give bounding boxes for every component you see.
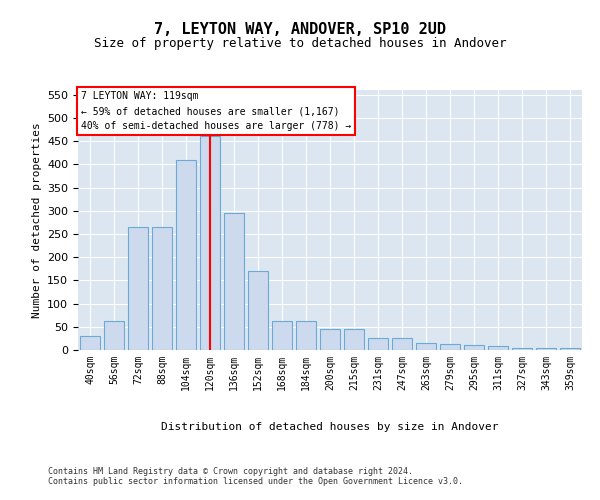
Bar xyxy=(128,227,148,350)
Bar xyxy=(152,227,172,350)
Bar xyxy=(344,329,364,350)
Bar xyxy=(488,346,508,350)
Text: Size of property relative to detached houses in Andover: Size of property relative to detached ho… xyxy=(94,38,506,51)
Bar xyxy=(440,344,460,350)
Bar xyxy=(512,348,532,350)
Bar xyxy=(536,348,556,350)
Text: Distribution of detached houses by size in Andover: Distribution of detached houses by size … xyxy=(161,422,499,432)
Bar xyxy=(200,136,220,350)
Bar xyxy=(368,338,388,350)
Bar xyxy=(80,336,100,350)
Bar xyxy=(272,321,292,350)
Bar xyxy=(560,348,580,350)
Text: Contains public sector information licensed under the Open Government Licence v3: Contains public sector information licen… xyxy=(48,478,463,486)
Text: 7 LEYTON WAY: 119sqm
← 59% of detached houses are smaller (1,167)
40% of semi-de: 7 LEYTON WAY: 119sqm ← 59% of detached h… xyxy=(80,92,351,131)
Bar xyxy=(296,321,316,350)
Bar xyxy=(416,343,436,350)
Bar xyxy=(392,338,412,350)
Text: Contains HM Land Registry data © Crown copyright and database right 2024.: Contains HM Land Registry data © Crown c… xyxy=(48,468,413,476)
Bar xyxy=(224,213,244,350)
Bar xyxy=(248,271,268,350)
Bar xyxy=(320,329,340,350)
Bar xyxy=(104,321,124,350)
Y-axis label: Number of detached properties: Number of detached properties xyxy=(32,122,41,318)
Text: 7, LEYTON WAY, ANDOVER, SP10 2UD: 7, LEYTON WAY, ANDOVER, SP10 2UD xyxy=(154,22,446,38)
Bar xyxy=(464,346,484,350)
Bar xyxy=(176,160,196,350)
